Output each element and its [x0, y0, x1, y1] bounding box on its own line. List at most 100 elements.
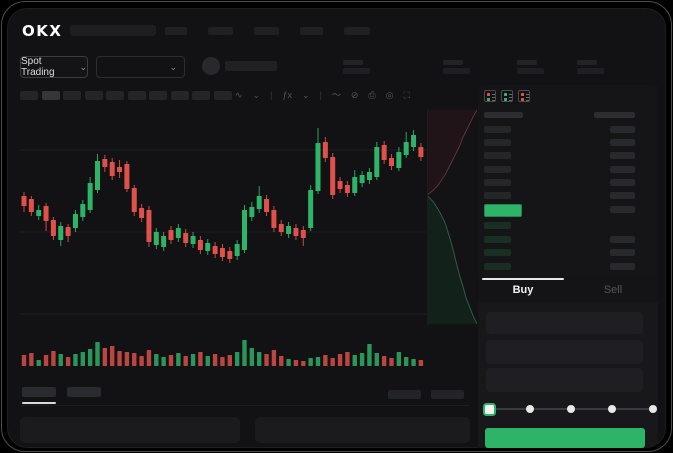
chevron-down-icon[interactable]: ⌄ — [301, 90, 310, 100]
row-line — [509, 100, 512, 101]
nav-item-placeholder[interactable] — [165, 27, 187, 35]
nav-search-placeholder[interactable] — [70, 25, 156, 36]
market-stat-placeholder — [517, 60, 544, 74]
red-dot — [521, 98, 524, 101]
interval-chip[interactable] — [127, 91, 146, 100]
orderbook-header-left — [484, 112, 523, 118]
measure-icon[interactable]: ⊘ — [350, 90, 359, 100]
bottom-tab-1[interactable] — [22, 387, 56, 397]
nav-items — [165, 27, 370, 35]
bottom-active-tab-indicator — [22, 402, 56, 404]
row-line — [509, 94, 512, 95]
slider-stop[interactable] — [567, 405, 575, 413]
chevron-down-icon[interactable]: ⌄ — [252, 90, 261, 100]
bottom-panel-left — [20, 417, 240, 443]
order-input-field[interactable] — [486, 340, 643, 364]
ask-row-bar[interactable] — [484, 126, 511, 133]
line-tool-icon[interactable]: 〜 — [331, 90, 341, 100]
nav-item-placeholder[interactable] — [254, 27, 279, 35]
bottom-action-2[interactable] — [431, 390, 464, 399]
market-selector-label: Spot Trading — [21, 56, 55, 78]
interval-chip[interactable] — [106, 91, 124, 100]
bottom-panel-right — [255, 417, 470, 443]
candlestick-chart[interactable] — [20, 110, 426, 330]
book-bids-icon[interactable] — [501, 90, 513, 102]
okx-logo: OKX — [22, 22, 63, 40]
bid-row-bar[interactable] — [484, 249, 511, 256]
settings-icon[interactable]: ◎ — [385, 90, 394, 100]
bid-row-bar[interactable] — [484, 222, 511, 229]
bottom-action-1[interactable] — [388, 390, 421, 399]
tab-buy[interactable]: Buy — [512, 284, 534, 296]
submit-buy-button[interactable] — [485, 428, 645, 448]
slider-stop[interactable] — [608, 405, 616, 413]
ask-row-bar[interactable] — [484, 179, 511, 186]
interval-chip[interactable] — [213, 91, 232, 100]
orderbook-size-bar — [610, 206, 635, 213]
book-both-icon[interactable] — [484, 90, 496, 102]
interval-chip[interactable] — [192, 91, 210, 100]
bid-row-bar[interactable] — [484, 263, 511, 270]
orderbook-size-bar — [610, 179, 635, 186]
orderbook-size-bar — [610, 263, 635, 270]
order-form — [478, 302, 658, 448]
avatar[interactable] — [202, 57, 220, 75]
stat-value-bar — [517, 68, 544, 74]
orderbook-size-bar — [610, 152, 635, 159]
bid-row-bar[interactable] — [484, 236, 511, 243]
interval-chip[interactable] — [20, 91, 38, 100]
red-dot — [521, 93, 524, 96]
slider-handle[interactable] — [482, 402, 496, 416]
row-line — [526, 97, 529, 98]
row-line — [526, 100, 529, 101]
row-line — [509, 97, 512, 98]
tab-sell[interactable]: Sell — [603, 284, 623, 296]
interval-chip[interactable] — [41, 91, 60, 100]
stat-label-bar — [343, 60, 363, 65]
green-dot — [487, 98, 490, 101]
book-asks-icon[interactable] — [518, 90, 530, 102]
order-input-field[interactable] — [486, 312, 643, 334]
app-window: OKX Spot Trading ⌄ ⌄ ∿ ⌄ | ƒx ⌄ | 〜 ⊘ ⎙ ◎ ⛶ Buy Se… — [7, 8, 666, 448]
ask-row-bar[interactable] — [484, 139, 511, 146]
stat-label-bar — [577, 60, 597, 65]
bottom-tab-2[interactable] — [67, 387, 101, 397]
slider-stop[interactable] — [526, 405, 534, 413]
nav-item-placeholder[interactable] — [300, 27, 323, 35]
active-tab-indicator — [481, 278, 565, 280]
camera-icon[interactable]: ⎙ — [368, 90, 376, 100]
orderbook-view-switcher — [484, 90, 530, 102]
candle-style-icon[interactable]: ∿ — [235, 90, 243, 100]
orderbook-size-bar — [610, 166, 635, 173]
interval-chip[interactable] — [170, 91, 189, 100]
ask-row-bar[interactable] — [484, 152, 511, 159]
nav-item-placeholder[interactable] — [344, 27, 370, 35]
orderbook-header-right — [594, 112, 635, 118]
chart-tool-icons: ∿ ⌄ | ƒx ⌄ | 〜 ⊘ ⎙ ◎ ⛶ — [235, 89, 410, 102]
stat-value-bar — [443, 68, 470, 74]
order-panel: Buy Sell — [478, 85, 658, 448]
indicators-icon[interactable]: ƒx — [282, 90, 292, 100]
pair-dropdown[interactable]: ⌄ — [96, 56, 185, 78]
chart-interval-chips — [20, 91, 232, 100]
chevron-down-icon: ⌄ — [169, 61, 177, 72]
amount-slider[interactable] — [478, 400, 658, 418]
market-stat-placeholder — [443, 60, 470, 74]
stat-label-bar — [517, 60, 537, 65]
interval-chip[interactable] — [84, 91, 103, 100]
ask-row-bar[interactable] — [484, 192, 511, 199]
market-stat-placeholder — [343, 60, 370, 74]
interval-chip[interactable] — [63, 91, 81, 100]
last-price-bar[interactable] — [484, 204, 522, 217]
nav-item-placeholder[interactable] — [208, 27, 233, 35]
fullscreen-icon[interactable]: ⛶ — [403, 90, 410, 100]
market-stat-placeholder — [577, 60, 604, 74]
row-line — [526, 94, 529, 95]
row-line — [492, 97, 495, 98]
interval-chip[interactable] — [149, 91, 167, 100]
slider-stop[interactable] — [649, 405, 657, 413]
order-input-field[interactable] — [486, 368, 643, 392]
market-selector-button[interactable]: Spot Trading ⌄ — [20, 56, 88, 78]
trade-tabs: Buy Sell — [478, 278, 658, 302]
ask-row-bar[interactable] — [484, 166, 511, 173]
